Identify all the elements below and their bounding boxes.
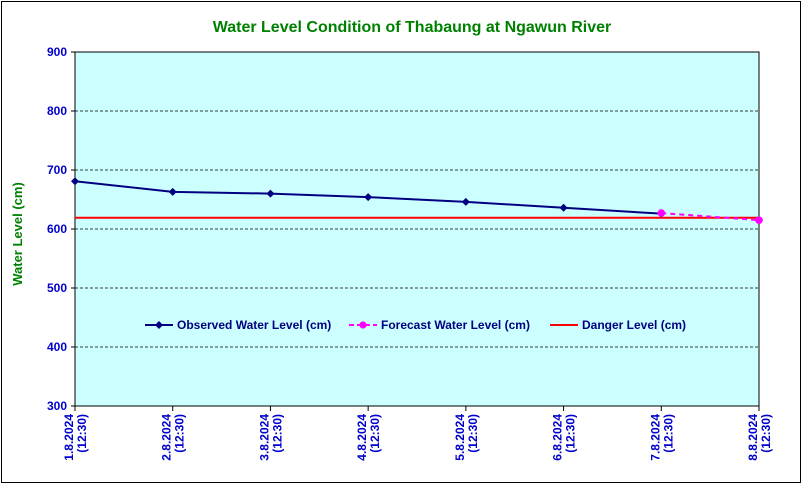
x-tick-date-7: 8.8.2024 [746, 414, 760, 461]
legend-label-danger-level: Danger Level (cm) [582, 318, 686, 332]
grid-lines [71, 51, 759, 407]
y-tick-label-500: 500 [47, 281, 67, 295]
x-tick-label-6: 7.8.2024 (12:30) [648, 414, 675, 461]
x-tick-label-7: 8.8.2024 (12:30) [746, 414, 773, 461]
chart-title: Water Level Condition of Thabaung at Nga… [213, 19, 612, 36]
data-point-observed-water-level-3 [364, 193, 373, 202]
x-tick-time-0: (12:30) [75, 414, 89, 453]
x-tick-time-6: (12:30) [661, 414, 675, 453]
x-tick-time-7: (12:30) [759, 414, 773, 453]
legend-marker-forecast-water-level [359, 321, 367, 329]
y-axis-label: Water Level (cm) [10, 182, 25, 286]
x-tick-label-4: 5.8.2024 (12:30) [453, 414, 480, 461]
data-point-observed-water-level-5 [559, 203, 568, 212]
x-tick-date-2: 3.8.2024 [257, 414, 271, 461]
data-point-observed-water-level-4 [461, 197, 470, 206]
x-tick-date-0: 1.8.2024 [62, 414, 76, 461]
y-tick-label-800: 800 [47, 104, 67, 118]
x-tick-labels: 1.8.2024 (12:30) 2.8.2024 (12:30) 3.8.2024 (1… [62, 406, 773, 461]
x-tick-date-1: 2.8.2024 [160, 414, 174, 461]
y-tick-label-400: 400 [47, 340, 67, 354]
legend-label-forecast-water-level: Forecast Water Level (cm) [381, 318, 530, 332]
x-tick-date-3: 4.8.2024 [355, 414, 369, 461]
x-tick-time-4: (12:30) [466, 414, 480, 453]
y-tick-labels: 300 400 500 600 700 800 900 [47, 45, 67, 413]
series-layer [71, 177, 763, 224]
data-point-observed-water-level-2 [266, 189, 275, 198]
y-tick-label-600: 600 [47, 222, 67, 236]
legend-label-observed-water-level: Observed Water Level (cm) [177, 318, 331, 332]
x-tick-time-5: (12:30) [564, 414, 578, 453]
x-tick-label-1: 2.8.2024 (12:30) [160, 414, 187, 461]
x-tick-label-3: 4.8.2024 (12:30) [355, 414, 382, 461]
x-tick-date-4: 5.8.2024 [453, 414, 467, 461]
y-tick-label-900: 900 [47, 45, 67, 59]
x-tick-date-5: 6.8.2024 [551, 414, 565, 461]
data-point-forecast-water-level-6 [657, 209, 666, 217]
series-line-forecast-water-level [661, 212, 760, 222]
data-point-forecast-water-level-7 [755, 216, 763, 224]
y-tick-label-700: 700 [47, 163, 67, 177]
data-point-observed-water-level-0 [71, 177, 79, 186]
x-tick-time-2: (12:30) [270, 414, 284, 453]
y-tick-label-300: 300 [47, 399, 67, 413]
data-point-observed-water-level-1 [168, 187, 177, 196]
legend-marker-observed-water-level [155, 321, 163, 329]
x-tick-label-0: 1.8.2024 (12:30) [62, 414, 89, 461]
x-tick-time-3: (12:30) [368, 414, 382, 453]
x-tick-date-6: 7.8.2024 [648, 414, 662, 461]
x-tick-label-2: 3.8.2024 (12:30) [257, 414, 284, 461]
x-tick-time-1: (12:30) [173, 414, 187, 453]
legend: Observed Water Level (cm) Forecast Water … [145, 318, 686, 332]
x-tick-label-5: 6.8.2024 (12:30) [551, 414, 578, 461]
